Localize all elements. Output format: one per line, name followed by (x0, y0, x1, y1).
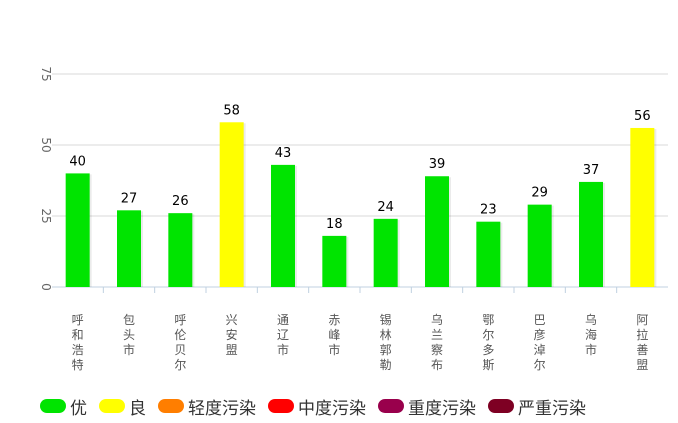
x-tick-label: 布 (431, 358, 443, 372)
x-tick-label: 盟 (226, 343, 238, 357)
x-tick-label: 尔 (534, 357, 546, 372)
x-tick-label: 呼 (174, 313, 186, 327)
bar[interactable] (117, 210, 141, 287)
data-label: 39 (429, 157, 446, 172)
x-tick-label: 尔 (482, 327, 494, 342)
bar[interactable] (65, 173, 90, 287)
legend-label: 重度污染 (408, 398, 476, 419)
data-label: 29 (531, 186, 548, 201)
x-tick-label: 阿 (636, 313, 648, 327)
x-tick-label: 兰 (431, 328, 443, 342)
data-label: 43 (275, 146, 292, 161)
data-label: 56 (634, 109, 651, 124)
x-tick-label: 多 (482, 343, 494, 357)
y-tick-label: 50 (39, 137, 53, 152)
x-tick-label: 特 (72, 357, 84, 372)
legend-label: 严重污染 (518, 398, 586, 419)
x-tick-label: 包 (123, 313, 135, 327)
legend-label: 良 (129, 398, 146, 419)
data-label: 37 (583, 163, 600, 178)
x-tick-label: 市 (277, 342, 289, 357)
bar[interactable] (168, 213, 193, 287)
data-labels: 40 27 26 58 43 18 24 39 23 29 37 56 (69, 103, 650, 232)
x-axis-ticks: 呼和浩特包头市呼伦贝尔兴安盟通辽市赤峰市锡林郭勒乌兰察布鄂尔多斯巴彦淖尔乌海市阿… (72, 287, 648, 372)
legend-item[interactable]: 良 (99, 394, 146, 419)
bar[interactable] (271, 164, 295, 287)
bar[interactable] (373, 218, 398, 287)
x-tick-label: 赤 (328, 313, 340, 327)
x-tick-label: 海 (585, 327, 597, 342)
legend-swatch (158, 399, 184, 413)
legend: 优 良 轻度污染 中度污染 重度污染 严重污染 (40, 394, 598, 419)
legend-swatch (40, 399, 66, 413)
bar[interactable] (579, 181, 603, 287)
x-tick-label: 辽 (277, 328, 289, 342)
bar[interactable] (219, 122, 244, 287)
legend-item[interactable]: 严重污染 (488, 394, 586, 419)
legend-label: 优 (70, 398, 87, 419)
x-tick-label: 巴 (534, 313, 546, 327)
x-tick-label: 峰 (328, 328, 340, 342)
x-tick-label: 善 (636, 342, 648, 357)
legend-item[interactable]: 中度污染 (268, 394, 366, 419)
x-tick-label: 盟 (636, 358, 648, 372)
legend-item[interactable]: 轻度污染 (158, 394, 256, 419)
x-tick-label: 鄂 (482, 313, 494, 327)
x-tick-label: 乌 (585, 312, 597, 327)
data-label: 40 (69, 154, 86, 169)
x-tick-label: 乌 (431, 312, 443, 327)
legend-label: 轻度污染 (188, 398, 256, 419)
x-tick-label: 市 (123, 342, 135, 357)
x-tick-label: 头 (123, 328, 135, 342)
x-tick-label: 勒 (380, 358, 392, 372)
x-tick-label: 兴 (226, 313, 238, 327)
x-tick-label: 拉 (636, 327, 648, 342)
legend-item[interactable]: 重度污染 (378, 394, 476, 419)
legend-swatch (378, 399, 404, 413)
legend-label: 中度污染 (298, 398, 366, 419)
x-tick-label: 察 (431, 343, 443, 357)
bar[interactable] (630, 127, 655, 288)
x-tick-label: 市 (328, 342, 340, 357)
x-tick-label: 淖 (534, 343, 546, 357)
x-tick-label: 市 (585, 342, 597, 357)
x-tick-label: 和 (72, 328, 84, 342)
data-label: 26 (172, 194, 189, 209)
legend-swatch (99, 399, 125, 413)
legend-swatch (268, 399, 294, 413)
bar[interactable] (322, 235, 347, 287)
legend-item[interactable]: 优 (40, 394, 87, 419)
data-label: 18 (326, 217, 343, 232)
x-tick-label: 通 (277, 313, 289, 327)
x-tick-label: 伦 (174, 327, 186, 342)
x-tick-label: 斯 (482, 358, 494, 372)
x-tick-label: 锡 (380, 312, 392, 327)
bar[interactable] (425, 176, 449, 287)
y-axis-ticks: 0 25 50 75 (39, 66, 53, 290)
legend-swatch (488, 399, 514, 413)
y-tick-label: 75 (39, 66, 53, 81)
data-label: 23 (480, 203, 497, 218)
x-tick-label: 呼 (72, 313, 84, 327)
x-tick-label: 彦 (534, 327, 546, 342)
x-tick-label: 林 (380, 328, 392, 342)
data-label: 27 (121, 191, 138, 206)
bar[interactable] (527, 204, 552, 287)
grid-lines (52, 73, 668, 288)
x-tick-label: 郭 (380, 343, 392, 357)
x-tick-label: 安 (226, 327, 238, 342)
x-tick-label: 尔 (174, 357, 186, 372)
y-tick-label: 25 (39, 208, 53, 223)
bar[interactable] (476, 221, 501, 287)
data-label: 24 (377, 200, 394, 215)
bars (65, 122, 657, 288)
x-tick-label: 贝 (174, 343, 186, 357)
x-tick-label: 浩 (72, 343, 84, 357)
y-tick-label: 0 (39, 283, 53, 291)
data-label: 58 (223, 103, 240, 118)
